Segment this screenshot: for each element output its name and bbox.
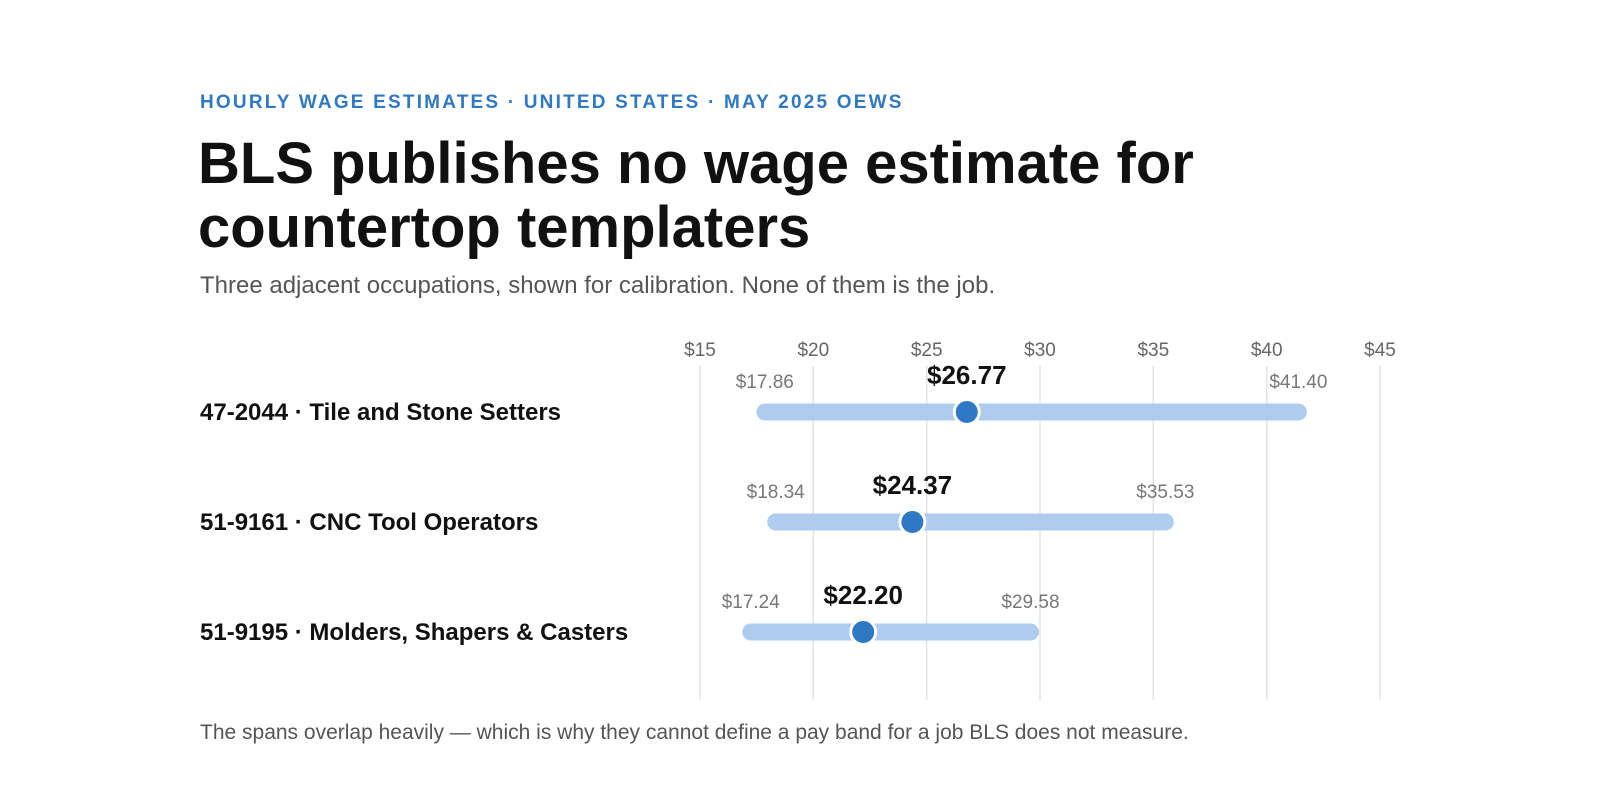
x-axis-ticks: $15 $20 $25 $30 $35 $40 $45 bbox=[684, 340, 1396, 361]
high-wage-label: $35.53 bbox=[1136, 482, 1194, 503]
occupation-label: 47-2044 · Tile and Stone Setters bbox=[200, 399, 561, 426]
median-wage-label: $24.37 bbox=[873, 470, 953, 500]
median-dot bbox=[849, 618, 878, 646]
x-tick-label: $45 bbox=[1364, 340, 1396, 361]
x-tick-label: $25 bbox=[911, 340, 943, 361]
median-dot bbox=[952, 398, 981, 426]
occupation-row: 51-9195 · Molders, Shapers & Casters $17.… bbox=[200, 580, 1060, 646]
x-tick-label: $20 bbox=[797, 340, 829, 361]
x-tick-label: $30 bbox=[1024, 340, 1056, 361]
chart-subtitle: Three adjacent occupations, shown for ca… bbox=[200, 272, 996, 299]
occupation-row: 51-9161 · CNC Tool Operators $18.34 $35.53… bbox=[200, 470, 1194, 536]
occupation-label: 51-9161 · CNC Tool Operators bbox=[200, 509, 538, 536]
chart-eyebrow: HOURLY WAGE ESTIMATES · UNITED STATES · … bbox=[200, 92, 904, 113]
median-dot bbox=[898, 508, 927, 536]
occupation-rows: 47-2044 · Tile and Stone Setters $17.86 $4… bbox=[200, 360, 1327, 646]
high-wage-label: $29.58 bbox=[1001, 592, 1059, 613]
low-wage-label: $17.86 bbox=[736, 372, 794, 393]
gridlines bbox=[699, 366, 1381, 700]
occupation-row: 47-2044 · Tile and Stone Setters $17.86 $4… bbox=[200, 360, 1327, 426]
x-tick-label: $40 bbox=[1251, 340, 1283, 361]
high-wage-label: $41.40 bbox=[1269, 372, 1327, 393]
x-tick-label: $35 bbox=[1137, 340, 1169, 361]
x-tick-label: $15 bbox=[684, 340, 716, 361]
median-wage-label: $26.77 bbox=[927, 360, 1007, 390]
chart-footnote: The spans overlap heavily — which is why… bbox=[200, 721, 1189, 744]
chart-title: BLS publishes no wage estimate for count… bbox=[198, 131, 1194, 260]
occupation-label: 51-9195 · Molders, Shapers & Casters bbox=[200, 619, 628, 646]
low-wage-label: $18.34 bbox=[747, 482, 806, 503]
median-wage-label: $22.20 bbox=[823, 580, 903, 610]
low-wage-label: $17.24 bbox=[722, 592, 781, 613]
